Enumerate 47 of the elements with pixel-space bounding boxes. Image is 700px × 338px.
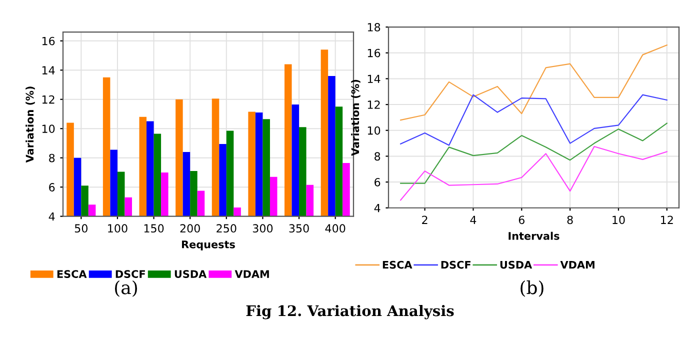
x-tick-label: 200 xyxy=(180,224,200,233)
x-tick-label: 10 xyxy=(612,216,625,224)
legend-label: VDAM xyxy=(560,260,594,269)
y-tick-label: 8 xyxy=(374,152,380,161)
y-tick-label: 12 xyxy=(368,100,380,109)
y-tick-label: 18 xyxy=(368,23,380,32)
x-tick-label: 6 xyxy=(518,216,524,224)
x-tick-label: 50 xyxy=(74,224,88,233)
caption: Fig 12. Variation Analysis xyxy=(246,304,454,320)
line-series xyxy=(400,146,668,201)
x-tick-label: 2 xyxy=(422,216,428,224)
y-tick-label: 6 xyxy=(49,183,55,192)
x-tick-label: 300 xyxy=(252,224,273,233)
x-tick-label: 350 xyxy=(289,224,309,233)
x-tick-label: 150 xyxy=(144,224,164,233)
y-axis-title: Variation (%) xyxy=(26,86,35,163)
legend-label: DSCF xyxy=(441,260,470,269)
y-tick-label: 12 xyxy=(42,95,54,104)
y-tick-label: 8 xyxy=(49,154,55,162)
line-series xyxy=(400,94,668,146)
x-tick-label: 8 xyxy=(567,216,573,224)
x-tick-label: 4 xyxy=(470,216,476,224)
legend-label: DSCF xyxy=(116,270,145,278)
y-tick-label: 16 xyxy=(42,36,55,46)
x-axis-title: Requests xyxy=(182,240,235,250)
y-tick-label: 4 xyxy=(374,204,380,212)
line-series xyxy=(400,122,668,184)
legend-label: ESCA xyxy=(382,260,412,269)
legend-label: VDAM xyxy=(234,270,269,278)
y-tick-label: 14 xyxy=(42,66,55,74)
text: (a) xyxy=(115,280,137,297)
x-tick-label: 12 xyxy=(661,216,673,224)
y-tick-label: 16 xyxy=(368,48,380,58)
x-tick-label: 400 xyxy=(325,224,346,233)
legend-label: ESCA xyxy=(57,270,87,278)
legend-label: USDA xyxy=(500,260,532,269)
legend-label: USDA xyxy=(174,270,207,278)
x-axis-title: Intervals xyxy=(508,232,560,240)
x-tick-label: 250 xyxy=(216,224,236,233)
line-series xyxy=(400,44,668,121)
y-tick-label: 14 xyxy=(368,74,380,83)
text: (b) xyxy=(520,280,544,297)
y-tick-label: 10 xyxy=(42,124,55,133)
y-tick-label: 6 xyxy=(374,178,380,186)
y-axis-title: Variation (%) xyxy=(351,80,360,156)
y-tick-label: 10 xyxy=(368,126,380,135)
x-tick-label: 100 xyxy=(108,224,128,233)
